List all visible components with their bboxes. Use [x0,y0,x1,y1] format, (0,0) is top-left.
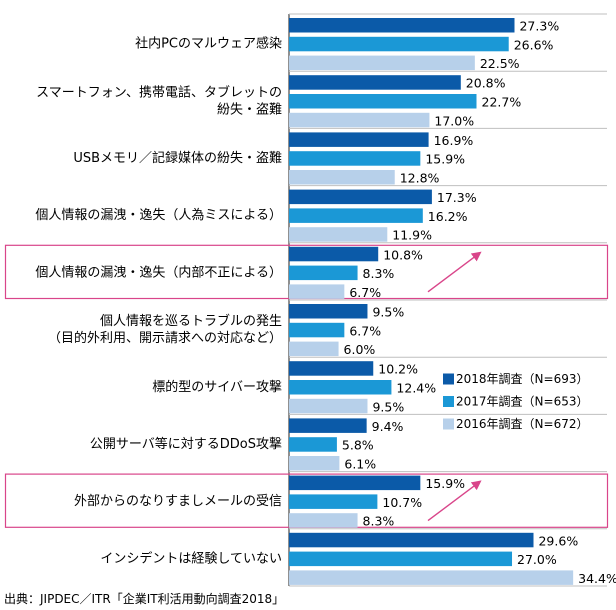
category-label: スマートフォン、携帯電話、タブレットの [36,84,282,100]
row-dividers [288,13,607,587]
value-label: 12.8% [400,171,440,186]
value-label: 22.7% [482,95,522,110]
category-label: 個人情報の漏洩・逸失（人為ミスによる） [35,207,282,223]
bar [289,170,395,185]
bar [289,151,421,166]
value-label: 17.3% [437,190,477,205]
value-label: 27.3% [519,19,559,34]
value-label: 10.2% [378,362,418,377]
bar [289,284,345,299]
bar [289,36,509,52]
bar [289,265,358,281]
category-label: インシデントは経験していない [100,550,282,566]
legend-label: 2016年調査（N=672） [456,417,588,431]
legend-swatch [443,418,454,430]
category-label: USBメモリ／記録媒体の紛失・盗難 [73,150,282,166]
bar [289,341,339,357]
category-label: 社内PCのマルウェア感染 [135,36,282,52]
value-label: 6.7% [349,285,381,300]
value-label: 29.6% [538,533,578,548]
value-label: 9.5% [372,399,404,414]
value-label: 9.5% [372,305,404,320]
bar [289,322,345,338]
category-label: 個人情報の漏洩・逸失（内部不正による） [35,264,282,280]
bar [289,132,429,147]
legend: 2018年調査（N=693） 2017年調査（N=653） 2016年調査（N=67… [443,372,588,431]
bar [289,475,421,491]
value-label: 6.7% [349,323,381,338]
source-note: 出典：JIPDEC／ITR「企業IT利活用動向調査2018」 [4,591,284,606]
category-label: 外部からのなりすましメールの受信 [74,494,282,509]
value-label: 5.8% [342,438,374,453]
bar [289,513,358,528]
legend-swatch [443,373,454,385]
bar [289,398,368,414]
bar [289,55,475,71]
bar [289,494,378,509]
category-label: （目的外利用、開示請求への対応など） [48,330,282,346]
bar [289,75,461,90]
category-label: 標的型のサイバー攻撃 [152,379,282,395]
value-label: 16.9% [434,133,474,148]
category-label: 公開サーバ等に対するDDoS攻撃 [90,436,282,452]
value-label: 6.0% [344,342,376,357]
category-label: 紛失・盗難 [217,101,282,117]
value-label: 6.1% [344,457,376,472]
bar [289,361,374,376]
bar [289,570,574,585]
value-label: 8.3% [363,266,395,281]
legend-swatch [443,396,454,407]
bar [289,246,379,262]
bar [289,551,513,567]
bar [289,208,423,223]
value-label: 9.4% [372,419,404,434]
bar [289,112,430,128]
value-label: 27.0% [517,552,557,567]
legend-label: 2018年調査（N=693） [456,372,588,386]
bar [289,437,337,452]
bars-group: 27.3% 26.6% 22.5% 20.8% 22.7% 17.0% 16.9% 15.9%… [289,18,616,586]
bar [289,418,367,433]
value-label: 26.6% [514,37,554,52]
value-label: 12.4% [396,381,436,396]
bar [289,18,515,33]
trend-arrow [427,251,482,293]
bar [289,532,534,548]
value-label: 15.9% [425,152,465,167]
bar [289,227,388,242]
bar [289,456,340,471]
bar [289,189,432,205]
value-label: 17.0% [434,113,474,128]
value-label: 11.9% [392,228,432,243]
value-label: 34.4% [578,571,616,586]
value-label: 20.8% [466,76,506,91]
value-label: 22.5% [480,56,520,71]
value-label: 15.9% [425,476,465,491]
trend-arrow [427,480,482,522]
value-label: 10.8% [383,247,423,262]
value-label: 16.2% [428,209,468,224]
bar [289,380,392,395]
value-label: 8.3% [363,514,395,529]
bar [289,304,368,319]
legend-label: 2017年調査（N=653） [456,395,588,409]
bar [289,94,477,109]
category-label: 個人情報を巡るトラブルの発生 [100,313,282,329]
value-label: 10.7% [382,495,422,510]
